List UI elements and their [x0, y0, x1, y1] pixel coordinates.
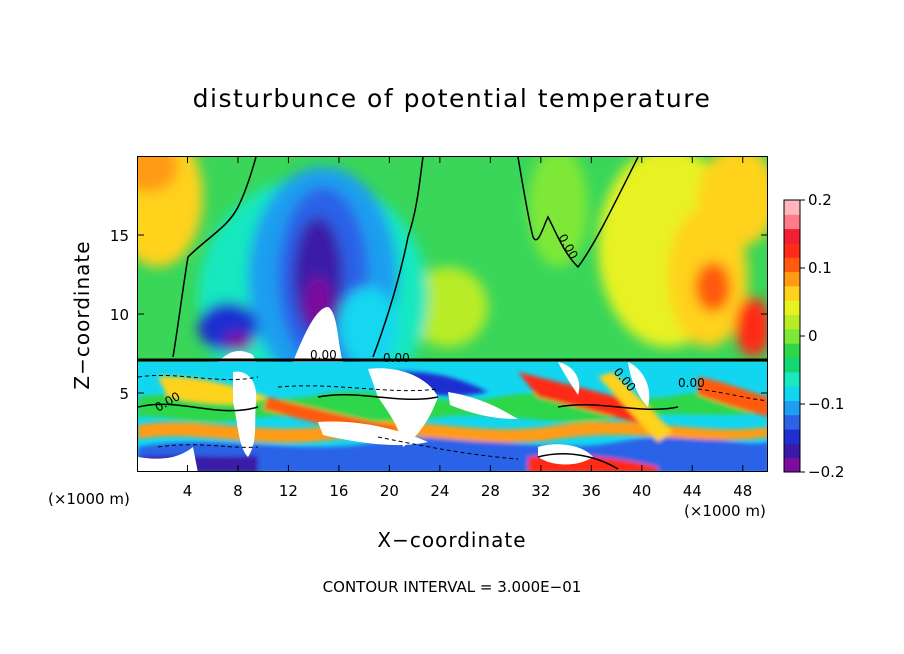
colorbar-swatch — [784, 400, 800, 416]
x-tick-label: 40 — [632, 482, 651, 500]
colorbar-swatch — [784, 228, 800, 244]
contour-interval-text: CONTOUR INTERVAL = 3.000E−01 — [322, 578, 582, 596]
contour-label: 0.00 — [383, 351, 410, 365]
y-tick-label: 15 — [110, 227, 129, 245]
lower-field — [138, 362, 767, 471]
x-tick-label: 48 — [733, 482, 752, 500]
x-axis-label: X−coordinate — [377, 528, 527, 552]
y-tick-label: 10 — [110, 306, 129, 324]
colorbar-swatch — [784, 414, 800, 430]
colorbar-tick-label: −0.2 — [808, 463, 844, 481]
colorbar-frame — [783, 199, 801, 473]
x-unit-label-right: (×1000 m) — [684, 502, 766, 520]
colorbar-swatch — [784, 271, 800, 287]
colorbar-swatch — [784, 343, 800, 358]
x-tick-label: 32 — [531, 482, 550, 500]
x-tick-label: 16 — [329, 482, 348, 500]
contour-lines — [138, 157, 679, 470]
x-tick-label: 28 — [481, 482, 500, 500]
colorbar-swatch — [784, 314, 800, 330]
contour-label: 0.00 — [678, 376, 705, 390]
colorbar-swatch — [784, 328, 800, 344]
x-tick-label: 20 — [380, 482, 399, 500]
colorbar-swatch — [784, 242, 800, 258]
colorbar-tick-label: 0 — [808, 327, 818, 345]
colorbar-swatch — [784, 443, 800, 459]
colorbar-swatch — [784, 357, 800, 373]
colorbar-swatch — [784, 257, 800, 273]
y-tick-label: 5 — [119, 385, 129, 403]
colorbar-swatch — [784, 386, 800, 401]
colorbar-swatch — [784, 214, 800, 230]
upper-field — [138, 157, 767, 417]
colorbar-tick-label: 0.2 — [808, 191, 832, 209]
x-tick-label: 4 — [183, 482, 193, 500]
colorbar-swatch — [784, 300, 800, 316]
colorbar-tick-label: 0.1 — [808, 259, 832, 277]
colorbar-swatch — [784, 457, 800, 473]
colorbar-swatch — [784, 200, 800, 215]
x-tick-label: 12 — [279, 482, 298, 500]
x-unit-label-left: (×1000 m) — [48, 490, 130, 508]
colorbar-tick-label: −0.1 — [808, 395, 844, 413]
contour-plot-area: 0.00 0.00 0.00 0.00 0.00 0.00 — [137, 156, 768, 472]
x-tick-label: 24 — [430, 482, 449, 500]
colorbar-swatch — [784, 371, 800, 387]
potential-temperature-field: 0.00 0.00 0.00 0.00 0.00 0.00 — [138, 157, 767, 471]
chart-title: disturbunce of potential temperature — [192, 84, 712, 113]
y-axis-label: Z−coordinate — [70, 240, 94, 390]
x-tick-label: 44 — [683, 482, 702, 500]
x-tick-label: 36 — [582, 482, 601, 500]
dashed-contour-lines — [138, 374, 767, 460]
contour-label: 0.00 — [310, 348, 337, 362]
colorbar-swatch — [784, 429, 800, 444]
colorbar-swatch — [784, 285, 800, 301]
x-tick-label: 8 — [233, 482, 243, 500]
